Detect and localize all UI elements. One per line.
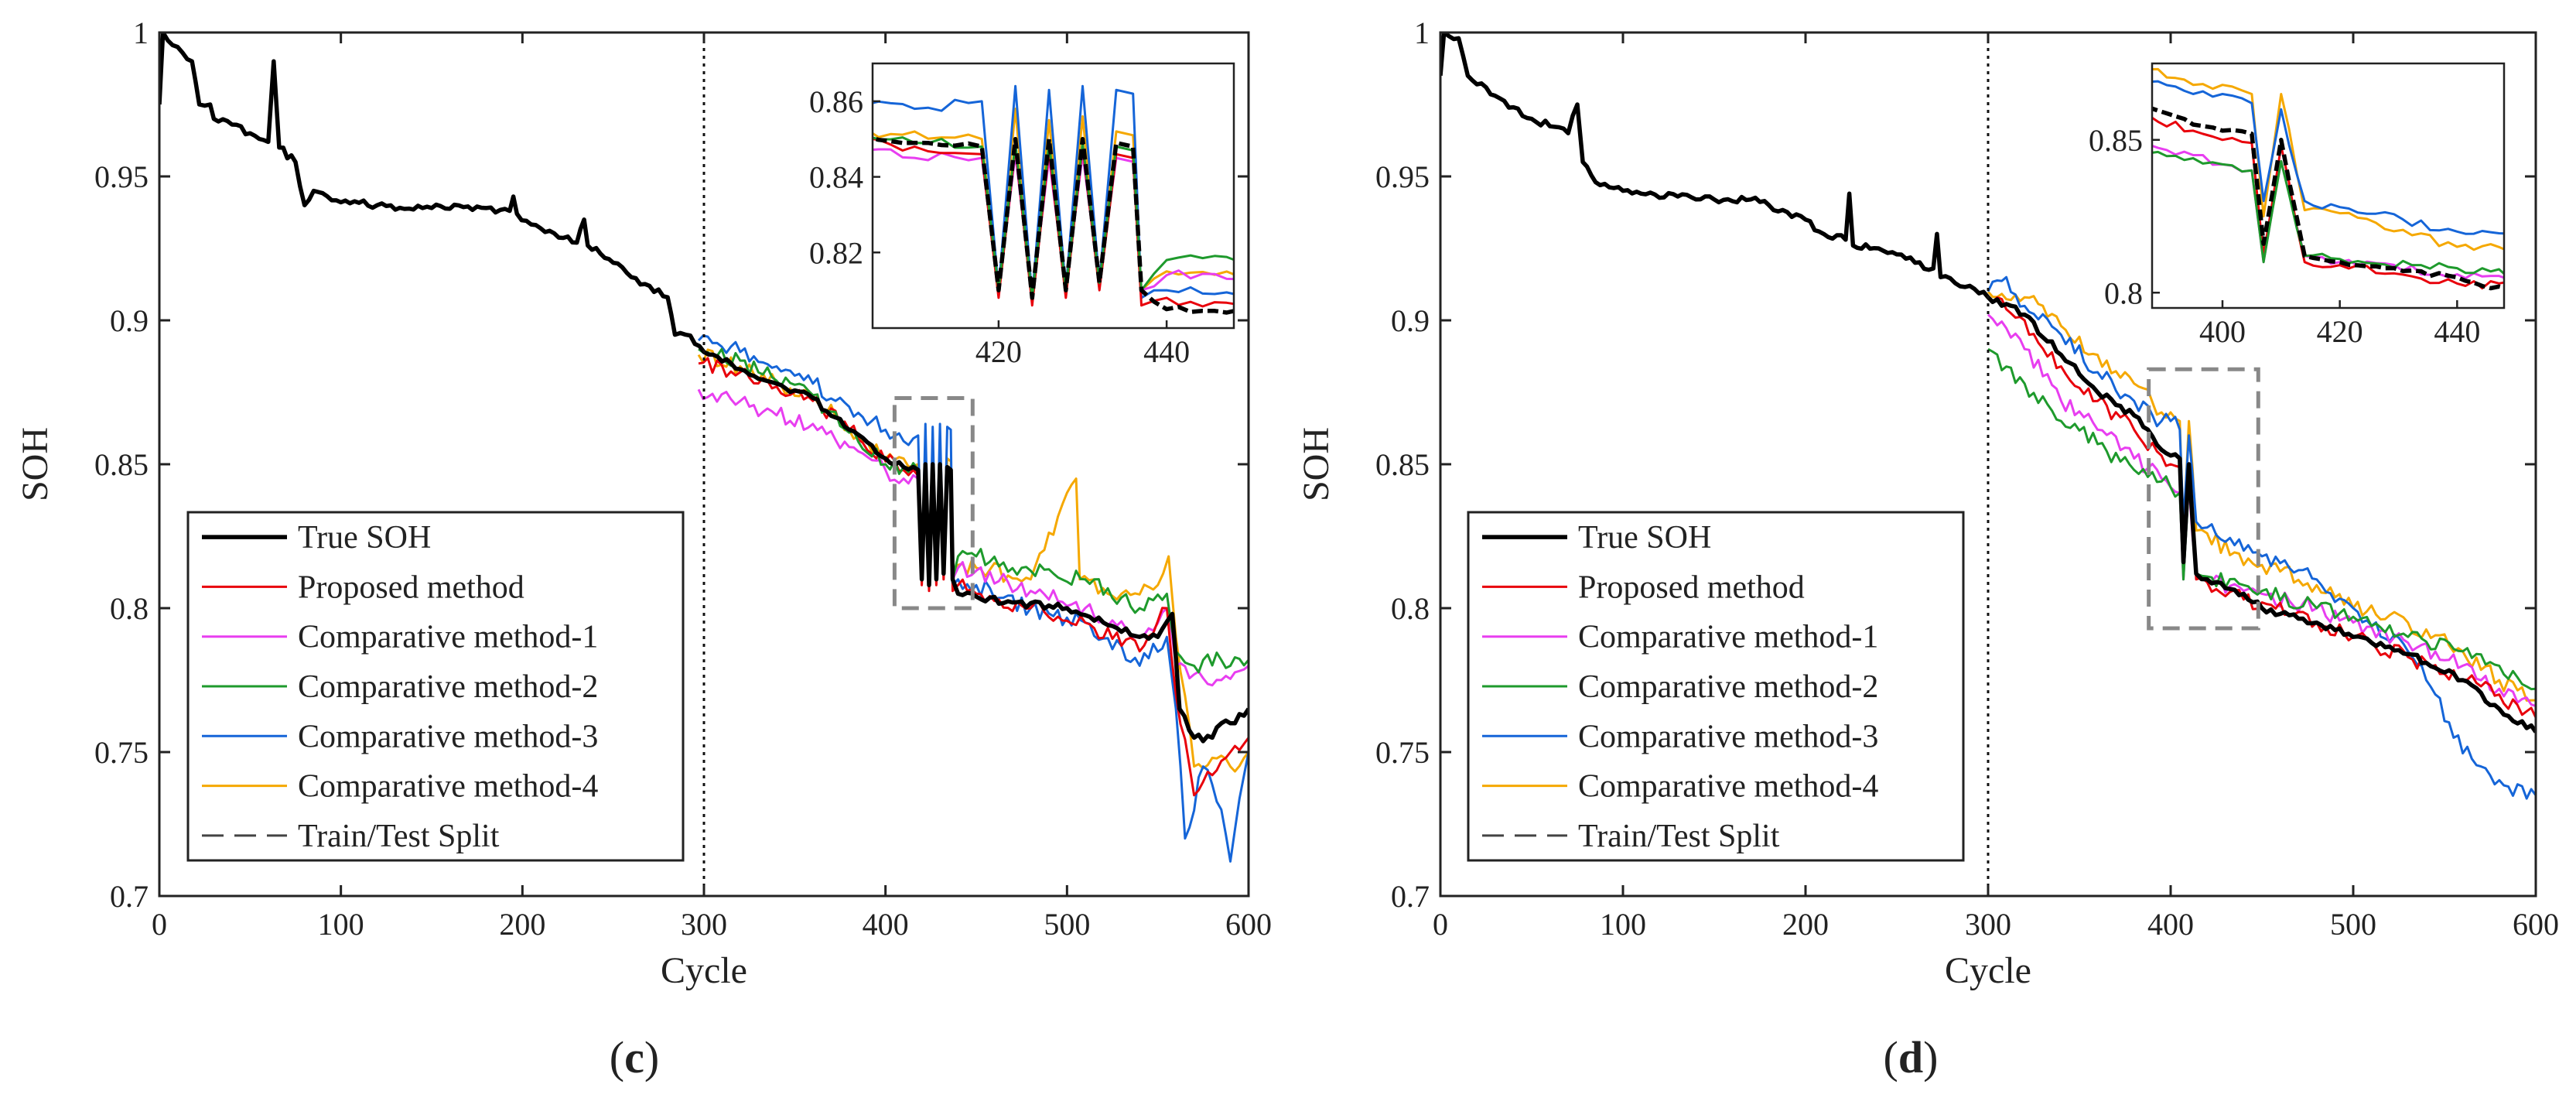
x-tick-label: 400: [2147, 907, 2194, 942]
y-tick-label: 0.8: [110, 591, 149, 626]
series-line-comp3: [697, 334, 1249, 863]
series-line-comp2: [698, 347, 1249, 674]
x-tick-label: 500: [2330, 907, 2376, 942]
inset-x-tick-label: 440: [1143, 334, 1190, 369]
panel-label-open: (: [1884, 1032, 1898, 1082]
series-line-comp2: [1987, 347, 2536, 691]
inset-y-tick-label: 0.86: [809, 84, 863, 119]
y-tick-label: 1: [1414, 15, 1430, 50]
legend-entry-split: Train/Test Split: [1578, 819, 1780, 854]
inset-plot-area: [873, 84, 1234, 315]
legend-entry-comp2: Comparative method-2: [298, 669, 598, 705]
inset-y-tick-label: 0.8: [2104, 275, 2143, 310]
inset-x-tick-label: 420: [975, 334, 1022, 369]
inset-y-tick-label: 0.82: [809, 235, 863, 270]
series-line-proposed: [698, 357, 1249, 797]
x-tick-label: 0: [1433, 907, 1448, 942]
series-line-true-soh: [159, 32, 1249, 744]
inset-x-tick-label: 440: [2434, 314, 2480, 349]
x-tick-label: 100: [1600, 907, 1646, 942]
legend-entry-comp3: Comparative method-3: [1578, 719, 1878, 754]
panel-label-close: ): [644, 1032, 659, 1082]
legend-entry-comp1: Comparative method-1: [1578, 620, 1878, 655]
series-line-comp1: [1987, 313, 2536, 707]
y-tick-label: 0.85: [1375, 447, 1430, 482]
inset-y-tick-label: 0.85: [2089, 123, 2143, 158]
y-tick-label: 1: [133, 15, 149, 50]
x-axis-label: Cycle: [1945, 950, 2031, 991]
x-tick-label: 500: [1044, 907, 1090, 942]
y-axis-label: SOH: [1296, 427, 1337, 501]
inset-series-line-proposed: [2152, 116, 2504, 290]
inset-frame: [871, 62, 1235, 330]
y-tick-label: 0.75: [94, 735, 149, 770]
chart-panel-c: 0 100 200 300 400 500 600 0.7 0.75 0.8 0.85 0.9 0.95…: [15, 15, 1272, 1082]
x-tick-label: 100: [318, 907, 364, 942]
y-tick-label: 0.7: [110, 879, 149, 914]
plot-area: [1440, 32, 2536, 800]
inset-x-tick-label: 420: [2317, 314, 2363, 349]
zoom-region-box: [2147, 367, 2260, 631]
inset-background: [2152, 63, 2504, 308]
panel-label-letter: c: [624, 1032, 644, 1082]
y-tick-label: 0.7: [1391, 879, 1430, 914]
x-tick-label: 0: [152, 907, 167, 942]
y-tick-label: 0.75: [1375, 735, 1430, 770]
inset-series-line-true-soh: [2152, 106, 2504, 291]
x-tick-label: 600: [1225, 907, 1272, 942]
legend-entry-true: True SOH: [298, 520, 431, 556]
inset-series-line-comp3: [873, 84, 1234, 299]
zoom-region-box: [892, 395, 975, 610]
y-tick-label: 0.95: [1375, 159, 1430, 194]
legend-entry-comp4: Comparative method-4: [298, 769, 598, 805]
inset-x-tick-label: 400: [2199, 314, 2246, 349]
legend-entry-comp2: Comparative method-2: [1578, 669, 1878, 705]
series-line-comp4: [1987, 290, 2536, 702]
y-axis-label: SOH: [15, 427, 56, 501]
chart-panel-d: 0 100 200 300 400 500 600 0.7 0.75 0.8 0.85 0.9 0.95…: [1296, 15, 2559, 1082]
y-tick-label: 0.95: [94, 159, 149, 194]
legend-entry-comp4: Comparative method-4: [1578, 769, 1878, 805]
legend-entry-proposed: Proposed method: [1578, 569, 1805, 605]
y-tick-label: 0.8: [1391, 591, 1430, 626]
y-tick-label: 0.9: [110, 303, 149, 338]
inset-frame: [2151, 62, 2506, 309]
series-line-comp3: [1987, 275, 2536, 800]
panel-label-open: (: [610, 1032, 624, 1082]
x-tick-label: 300: [681, 907, 727, 942]
x-tick-label: 200: [1782, 907, 1829, 942]
legend-entry-comp1: Comparative method-1: [298, 620, 598, 655]
x-tick-label: 400: [863, 907, 909, 942]
legend-entry-split: Train/Test Split: [298, 819, 500, 854]
y-tick-label: 0.9: [1391, 303, 1430, 338]
inset-series-line-comp2: [2152, 150, 2504, 275]
legend-entry-proposed: Proposed method: [298, 569, 524, 605]
panel-label-letter: d: [1898, 1032, 1923, 1082]
inset-series-line-comp3: [2152, 80, 2504, 235]
x-tick-label: 300: [1965, 907, 2011, 942]
series-line-true-soh: [1440, 32, 2536, 734]
y-tick-label: 0.85: [94, 447, 149, 482]
panel-label: (c): [610, 1032, 659, 1082]
legend-entry-comp3: Comparative method-3: [298, 719, 598, 754]
inset-plot-area: [2152, 67, 2504, 291]
x-tick-label: 200: [499, 907, 545, 942]
inset-series-line-true-soh: [873, 135, 1234, 315]
plot-area: [159, 32, 1249, 863]
legend-entry-true: True SOH: [1578, 520, 1711, 556]
inset-series-line-comp4: [2152, 67, 2504, 251]
x-axis-label: Cycle: [661, 950, 747, 991]
panel-label-close: ): [1923, 1032, 1938, 1082]
panel-label: (d): [1884, 1032, 1939, 1082]
x-tick-label: 600: [2513, 907, 2559, 942]
inset-y-tick-label: 0.84: [809, 160, 863, 195]
